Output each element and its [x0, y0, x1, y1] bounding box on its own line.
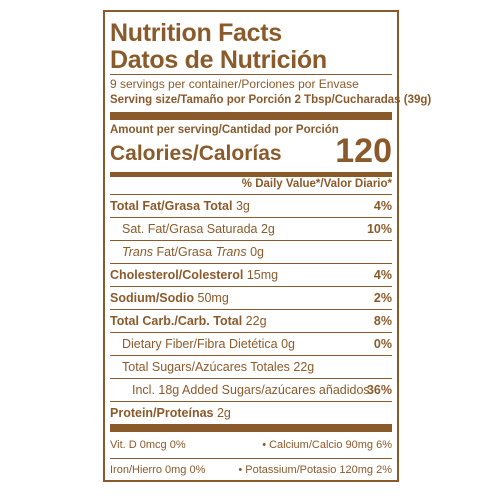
footer-item: Iron/Hierro 0mg 0%: [110, 464, 206, 476]
nutrient-row: Dietary Fiber/Fibra Dietética 0g 0%: [110, 332, 392, 356]
nutrient-row: Total Sugars/Azúcares Totales 22g: [110, 355, 392, 379]
serving-size: Serving size/Tamaño por Porción 2 Tbsp/C…: [110, 94, 432, 106]
amount: 0g: [250, 245, 264, 259]
nutrient-row: Total Fat/Grasa Total 3g 4%: [110, 194, 392, 218]
amount: 22g: [245, 314, 267, 328]
calories: 120: [335, 132, 392, 170]
nutrient-row: Incl. 18g Added Sugars/azúcares añadidos…: [110, 378, 392, 402]
label: Total Sugars/Azúcares Totales: [122, 360, 290, 374]
thick-rule: [110, 172, 392, 177]
amount: 15mg: [246, 268, 279, 282]
label: Total Fat/Grasa Total: [110, 199, 233, 213]
label: Sodium/Sodio: [110, 291, 195, 305]
label: Cholesterol/Colesterol: [110, 268, 244, 282]
calories-label: Calories/Calorías: [110, 142, 282, 165]
dv: 10%: [366, 222, 392, 236]
amount: 0g: [281, 337, 295, 351]
rule: [110, 74, 392, 75]
amount: 50mg: [197, 291, 229, 305]
dv-header: % Daily Value*/Valor Diario*: [241, 178, 392, 190]
nutrition-label: Nutrition Facts Datos de Nutrición 9 ser…: [103, 10, 432, 482]
label: Sat. Fat/Grasa Saturada: [122, 222, 258, 236]
servings: 9 servings per container/Porciones por E…: [110, 77, 359, 91]
amount-per-serving: Amount per serving/Cantidad por Porción: [110, 124, 339, 136]
footer-item: Calcium/Calcio 90mg 6%: [262, 439, 392, 451]
label: Fat/Grasa: [153, 245, 216, 259]
text: Calcium/Calcio 90mg 6%: [269, 439, 392, 451]
dv: 0%: [373, 337, 392, 351]
nutrient-row: Sat. Fat/Grasa Saturada 2g 10%: [110, 217, 392, 241]
dv: 4%: [373, 199, 392, 213]
label: Incl. 18g Added Sugars/azúcares añadidos: [132, 383, 370, 397]
nutrient-row: Trans Fat/Grasa Trans 0g: [110, 240, 392, 264]
label: Trans: [122, 245, 154, 259]
dv: 2%: [373, 291, 392, 305]
nutrient-row: Protein/Proteínas 2g: [110, 401, 392, 425]
text: Potassium/Potasio 120mg 2%: [245, 464, 392, 476]
amount: 2g: [216, 406, 231, 420]
nutrient-row: Sodium/Sodio 50mg 2%: [110, 286, 392, 310]
dv: 8%: [373, 314, 392, 328]
amount: 3g: [235, 199, 250, 213]
amount: 22g: [293, 360, 315, 374]
dv: 36%: [366, 383, 392, 397]
title-es: Datos de Nutrición: [110, 46, 327, 74]
label: Trans: [215, 245, 247, 259]
footer-item: Potassium/Potasio 120mg 2%: [238, 464, 392, 476]
label: Dietary Fiber/Fibra Dietética: [122, 337, 278, 351]
thick-rule: [110, 112, 392, 120]
nutrient-row: Total Carb./Carb. Total 22g 8%: [110, 309, 392, 333]
label: Total Carb./Carb. Total: [110, 314, 243, 328]
footer-item: Vit. D 0mcg 0%: [110, 439, 186, 451]
title: Nutrition Facts: [110, 19, 282, 47]
label: Protein/Proteínas: [110, 406, 214, 420]
nutrient-row: Cholesterol/Colesterol 15mg 4%: [110, 263, 392, 287]
thick-rule: [110, 424, 392, 432]
dv: 4%: [373, 268, 392, 282]
rule: [110, 458, 392, 459]
amount: 2g: [260, 222, 275, 236]
